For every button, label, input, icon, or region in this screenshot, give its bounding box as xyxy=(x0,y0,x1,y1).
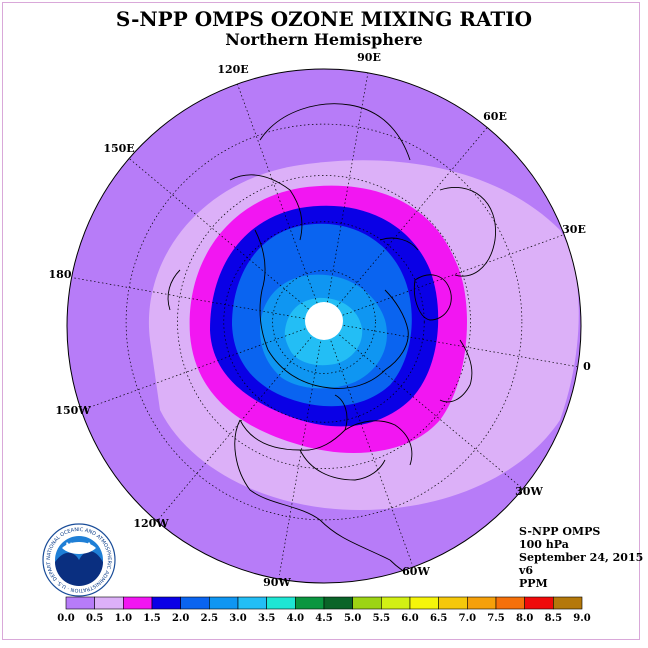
info-level: 100 hPa xyxy=(519,538,569,551)
colorbar: 0.0 0.5 1.0 1.5 2.0 2.5 3.0 3.5 4.0 4.5 5.0 5.5 6.0 6… xyxy=(57,596,591,624)
lon-label-60w: 60W xyxy=(402,565,430,578)
colorbar-labels: 0.0 0.5 1.0 1.5 2.0 2.5 3.0 3.5 4.0 4.5 5.0 5.5 6.0 6… xyxy=(57,613,590,624)
meridian-line xyxy=(70,277,325,323)
colorbar-label: 2.0 xyxy=(172,613,189,624)
lon-label-90w: 90W xyxy=(263,576,291,589)
info-version: v6 xyxy=(518,564,533,577)
lon-label-60e: 60E xyxy=(483,110,507,123)
colorbar-label: 8.0 xyxy=(516,613,533,624)
latitude-circle xyxy=(177,175,471,469)
meridian-line xyxy=(323,233,566,323)
colorbar-label: 1.0 xyxy=(115,613,132,624)
colorbar-swatch xyxy=(94,596,124,610)
colorbar-label: 6.0 xyxy=(401,613,418,624)
latitude-circle xyxy=(125,123,523,521)
meridian-line xyxy=(323,124,490,323)
info-date: September 24, 2015 xyxy=(519,551,643,564)
colorbar-swatches xyxy=(65,596,583,610)
meridian-line xyxy=(323,321,413,564)
lon-label-150w: 150W xyxy=(55,404,91,417)
colorbar-swatch xyxy=(352,596,382,610)
meridian-line xyxy=(235,80,325,323)
colorbar-label: 7.5 xyxy=(487,613,504,624)
colorbar-swatch xyxy=(209,596,239,610)
noaa-logo-text: NOAA xyxy=(66,541,93,551)
colorbar-label: 5.5 xyxy=(373,613,390,624)
meridian-line xyxy=(323,321,578,367)
colorbar-label: 2.5 xyxy=(201,613,218,624)
colorbar-label: 0.5 xyxy=(86,613,103,624)
lon-label-30w: 30W xyxy=(515,485,543,498)
meridian-line xyxy=(126,156,325,323)
colorbar-label: 4.0 xyxy=(287,613,304,624)
lon-label-120e: 120E xyxy=(217,63,248,76)
lon-label-150e: 150E xyxy=(103,142,134,155)
info-instrument: S-NPP OMPS xyxy=(519,525,600,538)
map-subtitle: Northern Hemisphere xyxy=(225,30,422,49)
colorbar-label: 6.5 xyxy=(430,613,447,624)
lon-label-30e: 30E xyxy=(562,223,586,236)
colorbar-label: 0.0 xyxy=(57,613,74,624)
colorbar-swatch xyxy=(266,596,296,610)
colorbar-label: 4.5 xyxy=(315,613,332,624)
pole-missing-data xyxy=(305,302,343,340)
longitude-labels: 90E 60E 30E 0 30W 60W 90W 120W 150W 180 … xyxy=(49,51,592,589)
colorbar-swatch xyxy=(553,596,583,610)
colorbar-swatch xyxy=(180,596,210,610)
colorbar-label: 9.0 xyxy=(573,613,590,624)
colorbar-swatch xyxy=(65,596,95,610)
colorbar-swatch xyxy=(438,596,468,610)
colorbar-swatch xyxy=(295,596,325,610)
colorbar-label: 8.5 xyxy=(545,613,562,624)
colorbar-swatch xyxy=(237,596,267,610)
lon-label-120w: 120W xyxy=(133,517,169,530)
colorbar-swatch xyxy=(381,596,411,610)
meridian-line xyxy=(323,69,369,323)
colorbar-label: 3.5 xyxy=(258,613,275,624)
map-title: S-NPP OMPS OZONE MIXING RATIO xyxy=(116,7,532,31)
colorbar-swatch xyxy=(495,596,525,610)
globe-outline xyxy=(66,68,582,584)
colorbar-label: 5.0 xyxy=(344,613,361,624)
colorbar-swatch xyxy=(524,596,554,610)
info-block: S-NPP OMPS 100 hPa September 24, 2015 v6… xyxy=(518,525,643,590)
colorbar-swatch xyxy=(123,596,153,610)
lon-label-180: 180 xyxy=(49,268,72,281)
polar-map xyxy=(66,68,582,584)
meridian-line xyxy=(279,321,325,576)
meridian-line xyxy=(158,321,325,520)
latitude-circle xyxy=(223,221,425,423)
lon-label-0: 0 xyxy=(583,360,591,373)
figure-frame xyxy=(2,2,640,640)
colorbar-label: 3.0 xyxy=(229,613,246,624)
info-units: PPM xyxy=(519,577,548,590)
latitude-circle xyxy=(272,270,376,374)
graticule xyxy=(70,69,578,576)
lon-label-90e: 90E xyxy=(357,51,381,64)
meridian-line xyxy=(323,321,522,488)
meridian-line xyxy=(82,321,325,411)
colorbar-label: 7.0 xyxy=(459,613,476,624)
ozone-contour-bands xyxy=(70,69,579,583)
colorbar-swatch xyxy=(151,596,181,610)
colorbar-swatch xyxy=(323,596,353,610)
colorbar-swatch xyxy=(409,596,439,610)
colorbar-label: 1.5 xyxy=(143,613,160,624)
colorbar-swatch xyxy=(467,596,497,610)
